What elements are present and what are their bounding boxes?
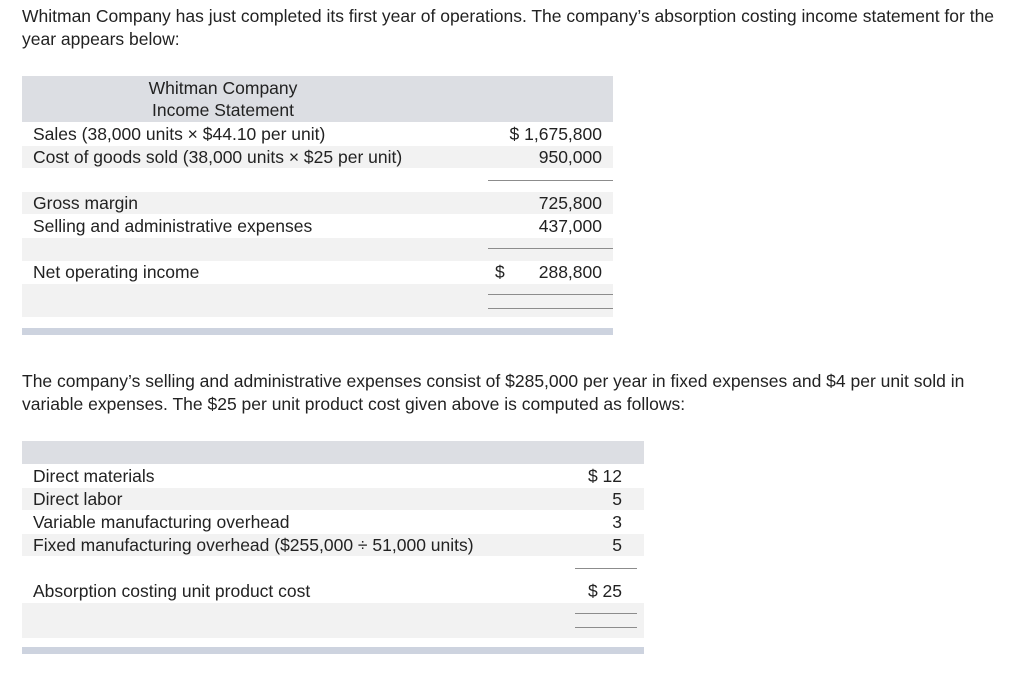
income-statement-table: Whitman Company Income Statement Sales (… bbox=[22, 76, 613, 338]
row-label: Direct labor bbox=[33, 489, 123, 509]
row-amount: $ 25 bbox=[587, 581, 622, 601]
table-row: Gross margin 725,800 bbox=[22, 192, 613, 214]
table-bottom-bar bbox=[22, 647, 644, 654]
row-amount: 725,800 bbox=[538, 193, 602, 213]
table-row: Net operating income $ 288,800 bbox=[22, 261, 613, 283]
row-label: Fixed manufacturing overhead ($255,000 ÷… bbox=[33, 535, 474, 555]
subtotal-rule bbox=[575, 568, 637, 569]
row-label: Gross margin bbox=[33, 193, 139, 213]
table-row: Direct materials $ 12 bbox=[22, 465, 644, 487]
row-label: Net operating income bbox=[33, 262, 200, 282]
row-label: Absorption costing unit product cost bbox=[33, 581, 311, 601]
table-bottom-bar bbox=[22, 328, 613, 335]
spacer-band bbox=[22, 238, 613, 261]
subtotal-rule bbox=[488, 248, 613, 249]
row-amount: 437,000 bbox=[538, 216, 602, 236]
unit-cost-table: Direct materials $ 12 Direct labor 5 Var… bbox=[22, 441, 644, 657]
row-amount: 3 bbox=[612, 512, 622, 532]
row-amount: $ 1,675,800 bbox=[509, 124, 602, 144]
row-amount: $ 12 bbox=[587, 466, 622, 486]
row-label: Variable manufacturing overhead bbox=[33, 512, 290, 532]
row-label: Direct materials bbox=[33, 466, 155, 486]
row-amount: 288,800 bbox=[538, 262, 602, 282]
table-row: Cost of goods sold (38,000 units × $25 p… bbox=[22, 146, 613, 168]
spacer-band bbox=[22, 603, 644, 638]
company-name: Whitman Company bbox=[148, 78, 298, 98]
table-row: Direct labor 5 bbox=[22, 488, 644, 510]
row-label: Selling and administrative expenses bbox=[33, 216, 313, 236]
row-label: Sales (38,000 units × $44.10 per unit) bbox=[33, 124, 326, 144]
table-row: Variable manufacturing overhead 3 bbox=[22, 511, 644, 533]
statement-title: Income Statement bbox=[151, 100, 295, 120]
cost-explanation-paragraph: The company’s selling and administrative… bbox=[22, 371, 965, 414]
spacer-band bbox=[22, 284, 613, 317]
double-rule-top bbox=[488, 294, 613, 295]
double-rule-bottom bbox=[575, 627, 637, 628]
double-rule-top bbox=[575, 613, 637, 614]
row-amount: 950,000 bbox=[538, 147, 602, 167]
intro-paragraph: Whitman Company has just completed its f… bbox=[22, 6, 995, 49]
subtotal-rule bbox=[488, 180, 613, 181]
table-row: Fixed manufacturing overhead ($255,000 ÷… bbox=[22, 534, 644, 556]
double-rule-bottom bbox=[488, 308, 613, 309]
currency-symbol: $ bbox=[495, 262, 505, 282]
row-amount: 5 bbox=[612, 535, 622, 555]
row-label: Cost of goods sold (38,000 units × $25 p… bbox=[33, 147, 403, 167]
table-row: Absorption costing unit product cost $ 2… bbox=[22, 580, 644, 602]
table-row: Selling and administrative expenses 437,… bbox=[22, 215, 613, 237]
income-statement-header: Whitman Company Income Statement bbox=[22, 76, 613, 122]
unit-cost-header bbox=[22, 441, 644, 464]
table-row: Sales (38,000 units × $44.10 per unit) $… bbox=[22, 123, 613, 145]
row-amount: 5 bbox=[612, 489, 622, 509]
